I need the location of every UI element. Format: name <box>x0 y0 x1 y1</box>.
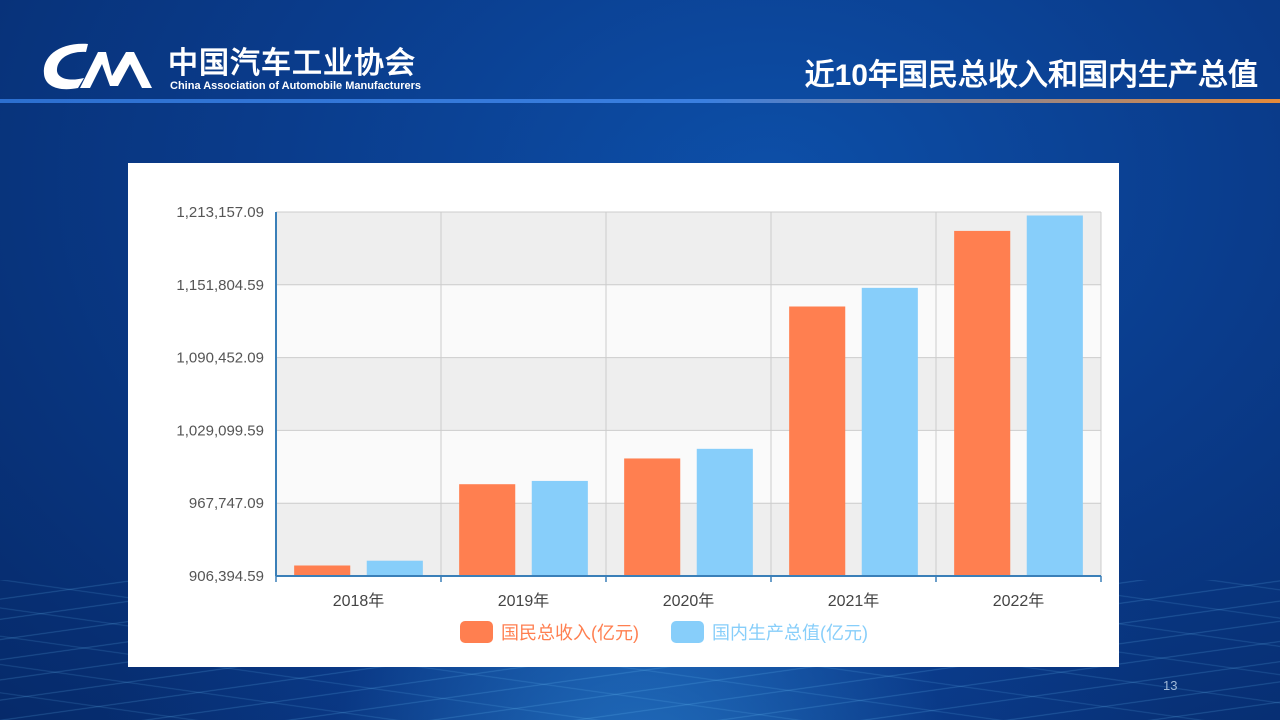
bar-gni <box>294 565 351 576</box>
bar-gdp <box>1026 215 1083 576</box>
x-tick-label: 2018年 <box>333 592 385 610</box>
legend-swatch-gni <box>460 621 493 643</box>
bar-gni <box>789 306 846 576</box>
y-tick-label: 1,213,157.09 <box>176 204 264 221</box>
bar-gdp <box>366 560 423 576</box>
y-tick-label: 967,747.09 <box>189 495 264 512</box>
y-tick-label: 1,090,452.09 <box>176 350 264 367</box>
y-tick-label: 1,151,804.59 <box>176 277 264 294</box>
bar-gdp <box>696 448 753 576</box>
page-number: 13 <box>1163 678 1178 693</box>
y-tick-label: 906,394.59 <box>189 568 264 585</box>
bar-gni <box>459 484 516 576</box>
legend-label-gdp: 国内生产总值(亿元) <box>712 623 868 643</box>
chart-card: 906,394.59 967,747.09 1,029,099.59 1,090,45… <box>128 163 1119 667</box>
bar-gdp <box>531 480 588 576</box>
x-tick-label: 2019年 <box>498 592 550 610</box>
logo: 中国汽车工业协会 China Association of Automobile… <box>40 36 460 94</box>
legend-label-gni: 国民总收入(亿元) <box>501 623 639 643</box>
y-tick-label: 1,029,099.59 <box>176 422 264 439</box>
x-tick-label: 2020年 <box>663 592 715 610</box>
logo-english-text: China Association of Automobile Manufact… <box>170 80 421 92</box>
x-tick-label: 2022年 <box>993 592 1045 610</box>
header-divider <box>0 99 1280 103</box>
bar-gdp <box>861 287 918 576</box>
legend-swatch-gdp <box>671 621 704 643</box>
logo-chinese-text: 中国汽车工业协会 <box>168 47 416 80</box>
bar-gni <box>624 458 681 576</box>
page-title: 近10年国民总收入和国内生产总值 <box>804 59 1258 92</box>
x-tick-label: 2021年 <box>828 592 880 610</box>
bar-gni <box>954 230 1011 576</box>
bar-chart: 906,394.59 967,747.09 1,029,099.59 1,090,45… <box>176 204 1102 643</box>
caam-logo-icon <box>43 43 152 90</box>
